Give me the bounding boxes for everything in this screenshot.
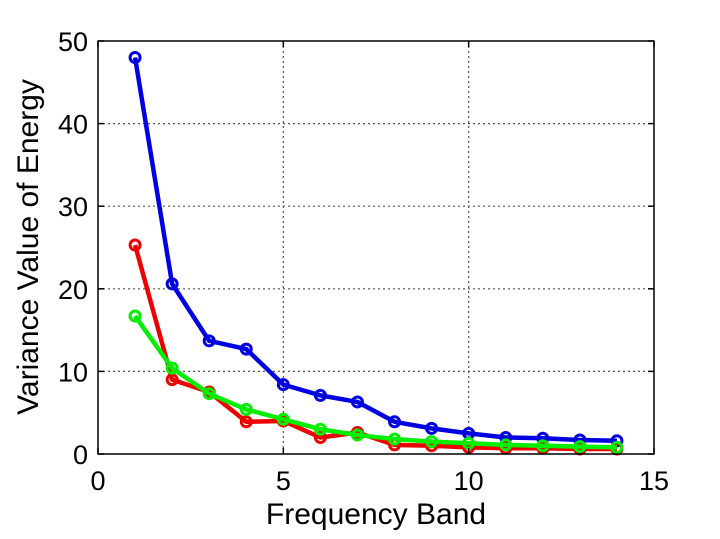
data-point (276, 378, 290, 392)
grid-lines (98, 41, 654, 454)
x-tick-label: 15 (639, 466, 669, 496)
x-tick-label: 0 (90, 466, 105, 496)
y-axis-label: Variance Value of Energy (12, 79, 45, 415)
data-point (536, 439, 550, 453)
data-point (128, 51, 142, 65)
data-point (425, 421, 439, 435)
series-group (128, 51, 624, 456)
data-point (165, 277, 179, 291)
axes-group: 0 5 10 15 0 10 20 30 40 50 (58, 27, 669, 496)
data-point (350, 428, 364, 442)
data-point (350, 395, 364, 409)
plot-area (98, 41, 654, 454)
data-point (202, 387, 216, 401)
y-tick-label: 30 (58, 192, 88, 222)
series-3 (128, 309, 624, 454)
x-axis-label: Frequency Band (266, 498, 486, 531)
data-point (165, 361, 179, 375)
y-tick-label: 0 (73, 440, 88, 470)
y-tick-label: 50 (58, 27, 88, 57)
data-point (128, 238, 142, 252)
data-point (388, 415, 402, 429)
data-point (239, 402, 253, 416)
data-point (499, 438, 513, 452)
y-tick-label: 10 (58, 357, 88, 387)
y-tick-label: 40 (58, 110, 88, 140)
data-point (128, 309, 142, 323)
data-point (313, 388, 327, 402)
x-tick-label: 5 (276, 466, 291, 496)
data-point (313, 430, 327, 444)
data-point (610, 440, 624, 454)
data-point (239, 415, 253, 429)
plot-frame (97, 40, 655, 455)
data-point (239, 342, 253, 356)
data-point (276, 412, 290, 426)
data-point (202, 334, 216, 348)
x-tick-label: 10 (454, 466, 484, 496)
data-point (573, 440, 587, 454)
data-point (425, 435, 439, 449)
y-tick-label: 20 (58, 275, 88, 305)
data-point (388, 432, 402, 446)
data-point (165, 373, 179, 387)
data-point (313, 422, 327, 436)
